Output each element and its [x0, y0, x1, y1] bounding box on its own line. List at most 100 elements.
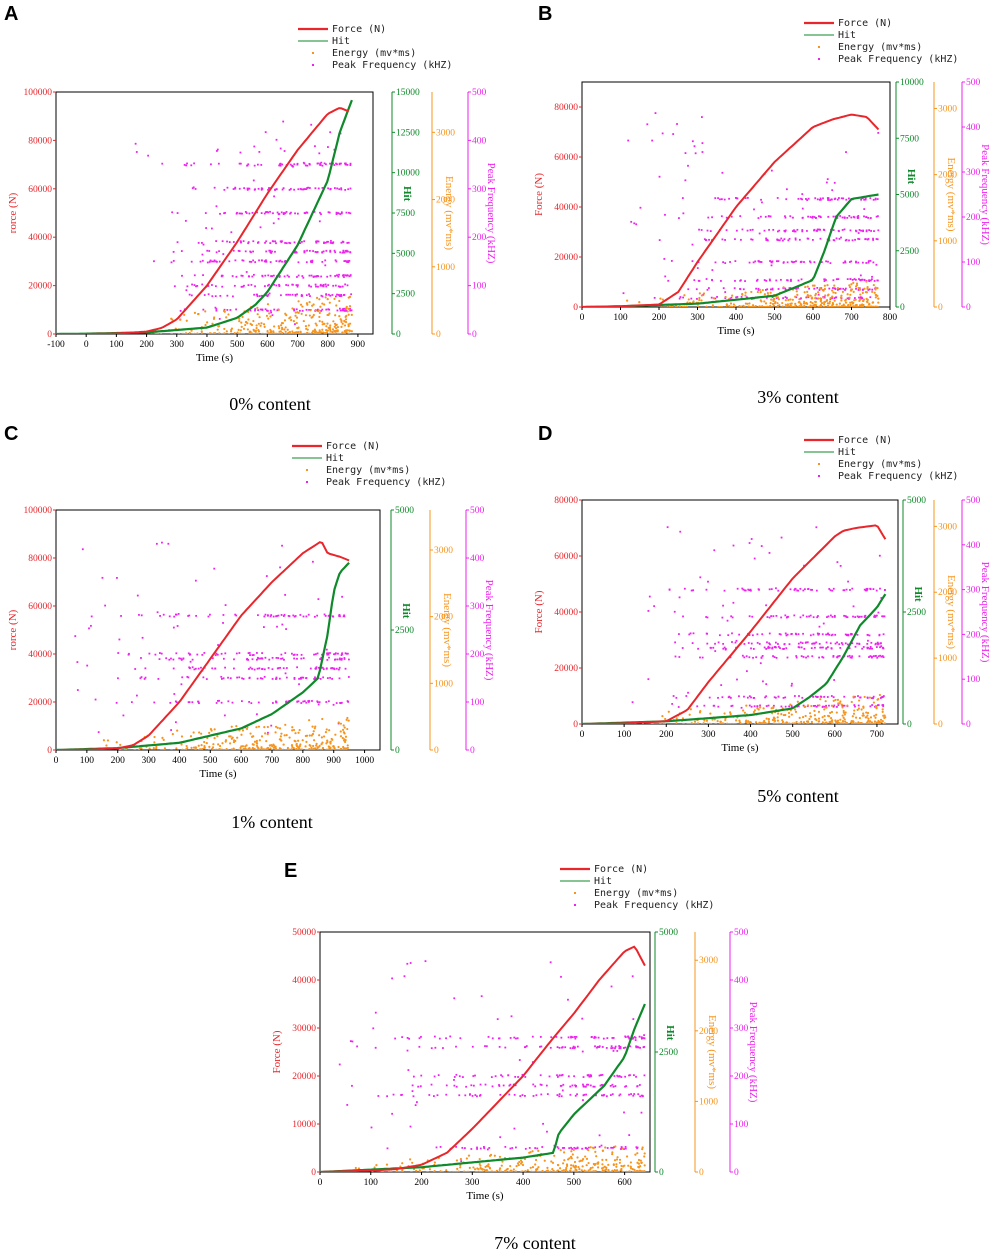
- frequency-point: [244, 211, 247, 213]
- frequency-point: [589, 1084, 592, 1087]
- energy-point: [852, 712, 856, 715]
- frequency-point: [786, 633, 789, 636]
- frequency-point: [882, 705, 885, 708]
- energy-point: [830, 704, 834, 707]
- frequency-point: [748, 704, 751, 707]
- frequency-point: [587, 1146, 590, 1149]
- frequency-point: [856, 215, 859, 218]
- frequency-point: [301, 275, 304, 277]
- frequency-point: [811, 215, 814, 218]
- x-tick-label: 400: [743, 730, 758, 740]
- frequency-point: [609, 1084, 612, 1087]
- frequency-point: [748, 634, 751, 636]
- frequency-point: [561, 1046, 563, 1049]
- frequency-point: [839, 215, 842, 217]
- frequency-point: [211, 284, 213, 286]
- energy-point: [323, 332, 326, 334]
- frequency-point: [827, 615, 830, 618]
- energy-point: [170, 332, 173, 334]
- frequency-point: [867, 261, 870, 264]
- frequency-point: [825, 279, 827, 281]
- frequency-point: [865, 216, 867, 219]
- x-tick-label: 0: [580, 730, 585, 740]
- frequency-point: [319, 162, 322, 165]
- energy-point: [759, 291, 762, 294]
- energy-point: [819, 698, 822, 701]
- frequency-point: [843, 614, 846, 617]
- frequency-point: [861, 297, 864, 300]
- energy-point: [487, 1170, 490, 1172]
- legend-label: Peak Frequency (kHZ): [594, 900, 714, 911]
- energy-point: [819, 300, 822, 303]
- frequency-point: [325, 163, 327, 166]
- frequency-point: [157, 678, 160, 680]
- frequency-point: [867, 289, 870, 291]
- frequency-point: [721, 696, 724, 699]
- frequency-point: [634, 1039, 637, 1041]
- frequency-point: [257, 309, 260, 312]
- frequency-point: [162, 613, 165, 616]
- energy-point: [625, 1170, 628, 1172]
- energy-point: [778, 304, 781, 307]
- frequency-point: [167, 542, 170, 545]
- energy-point: [288, 317, 291, 320]
- frequency-point: [751, 615, 754, 618]
- frequency-point: [219, 212, 221, 215]
- frequency-point: [663, 258, 666, 260]
- energy-point: [331, 332, 334, 334]
- frequency-point: [787, 239, 790, 242]
- frequency-point: [771, 288, 774, 291]
- frequency-point: [434, 1046, 437, 1049]
- frequency-point: [760, 545, 763, 547]
- frequency-point: [863, 279, 866, 282]
- frequency-point: [324, 614, 327, 617]
- energy-point: [480, 1167, 483, 1170]
- energy-point: [255, 324, 258, 327]
- energy-point: [803, 305, 806, 307]
- energy-point: [840, 294, 843, 297]
- frequency-point: [765, 683, 768, 686]
- frequency-point: [196, 285, 199, 287]
- hit-axis-label: Hit: [401, 186, 413, 202]
- frequency-point: [252, 654, 255, 656]
- energy-point: [448, 1170, 451, 1172]
- frequency-point: [705, 588, 708, 591]
- hit-tick-label: 2500: [396, 290, 415, 300]
- frequency-point: [844, 633, 847, 636]
- frequency-point: [877, 643, 879, 646]
- energy-point: [326, 322, 329, 325]
- energy-point: [333, 332, 336, 334]
- frequency-point: [685, 695, 688, 697]
- frequency-point: [330, 667, 332, 670]
- energy-point: [216, 735, 219, 738]
- frequency-point: [574, 1035, 576, 1038]
- energy-point: [240, 321, 243, 324]
- energy-point: [565, 1166, 568, 1170]
- hit-tick-label: 2500: [907, 608, 926, 618]
- frequency-point: [344, 283, 347, 286]
- energy-point: [849, 303, 852, 307]
- frequency-point: [809, 614, 812, 617]
- frequency-point: [879, 654, 882, 657]
- frequency-point: [620, 1076, 623, 1078]
- frequency-point: [248, 668, 250, 670]
- energy-point: [832, 291, 835, 294]
- energy-point: [791, 298, 794, 301]
- frequency-point: [256, 211, 259, 214]
- frequency-point: [694, 152, 697, 155]
- legend-swatch: [818, 46, 820, 48]
- energy-point: [828, 300, 832, 303]
- frequency-point: [247, 275, 250, 278]
- frequency-point: [310, 260, 313, 262]
- energy-point: [605, 1166, 608, 1169]
- energy-point: [238, 320, 241, 323]
- frequency-point: [419, 1085, 422, 1088]
- frequency-point: [333, 164, 336, 166]
- energy-point: [212, 317, 216, 320]
- frequency-point: [351, 1084, 353, 1087]
- frequency-point: [699, 656, 701, 659]
- frequency-point: [296, 653, 299, 656]
- frequency-point: [226, 240, 228, 243]
- frequency-point: [688, 633, 691, 636]
- frequency-point: [818, 625, 821, 628]
